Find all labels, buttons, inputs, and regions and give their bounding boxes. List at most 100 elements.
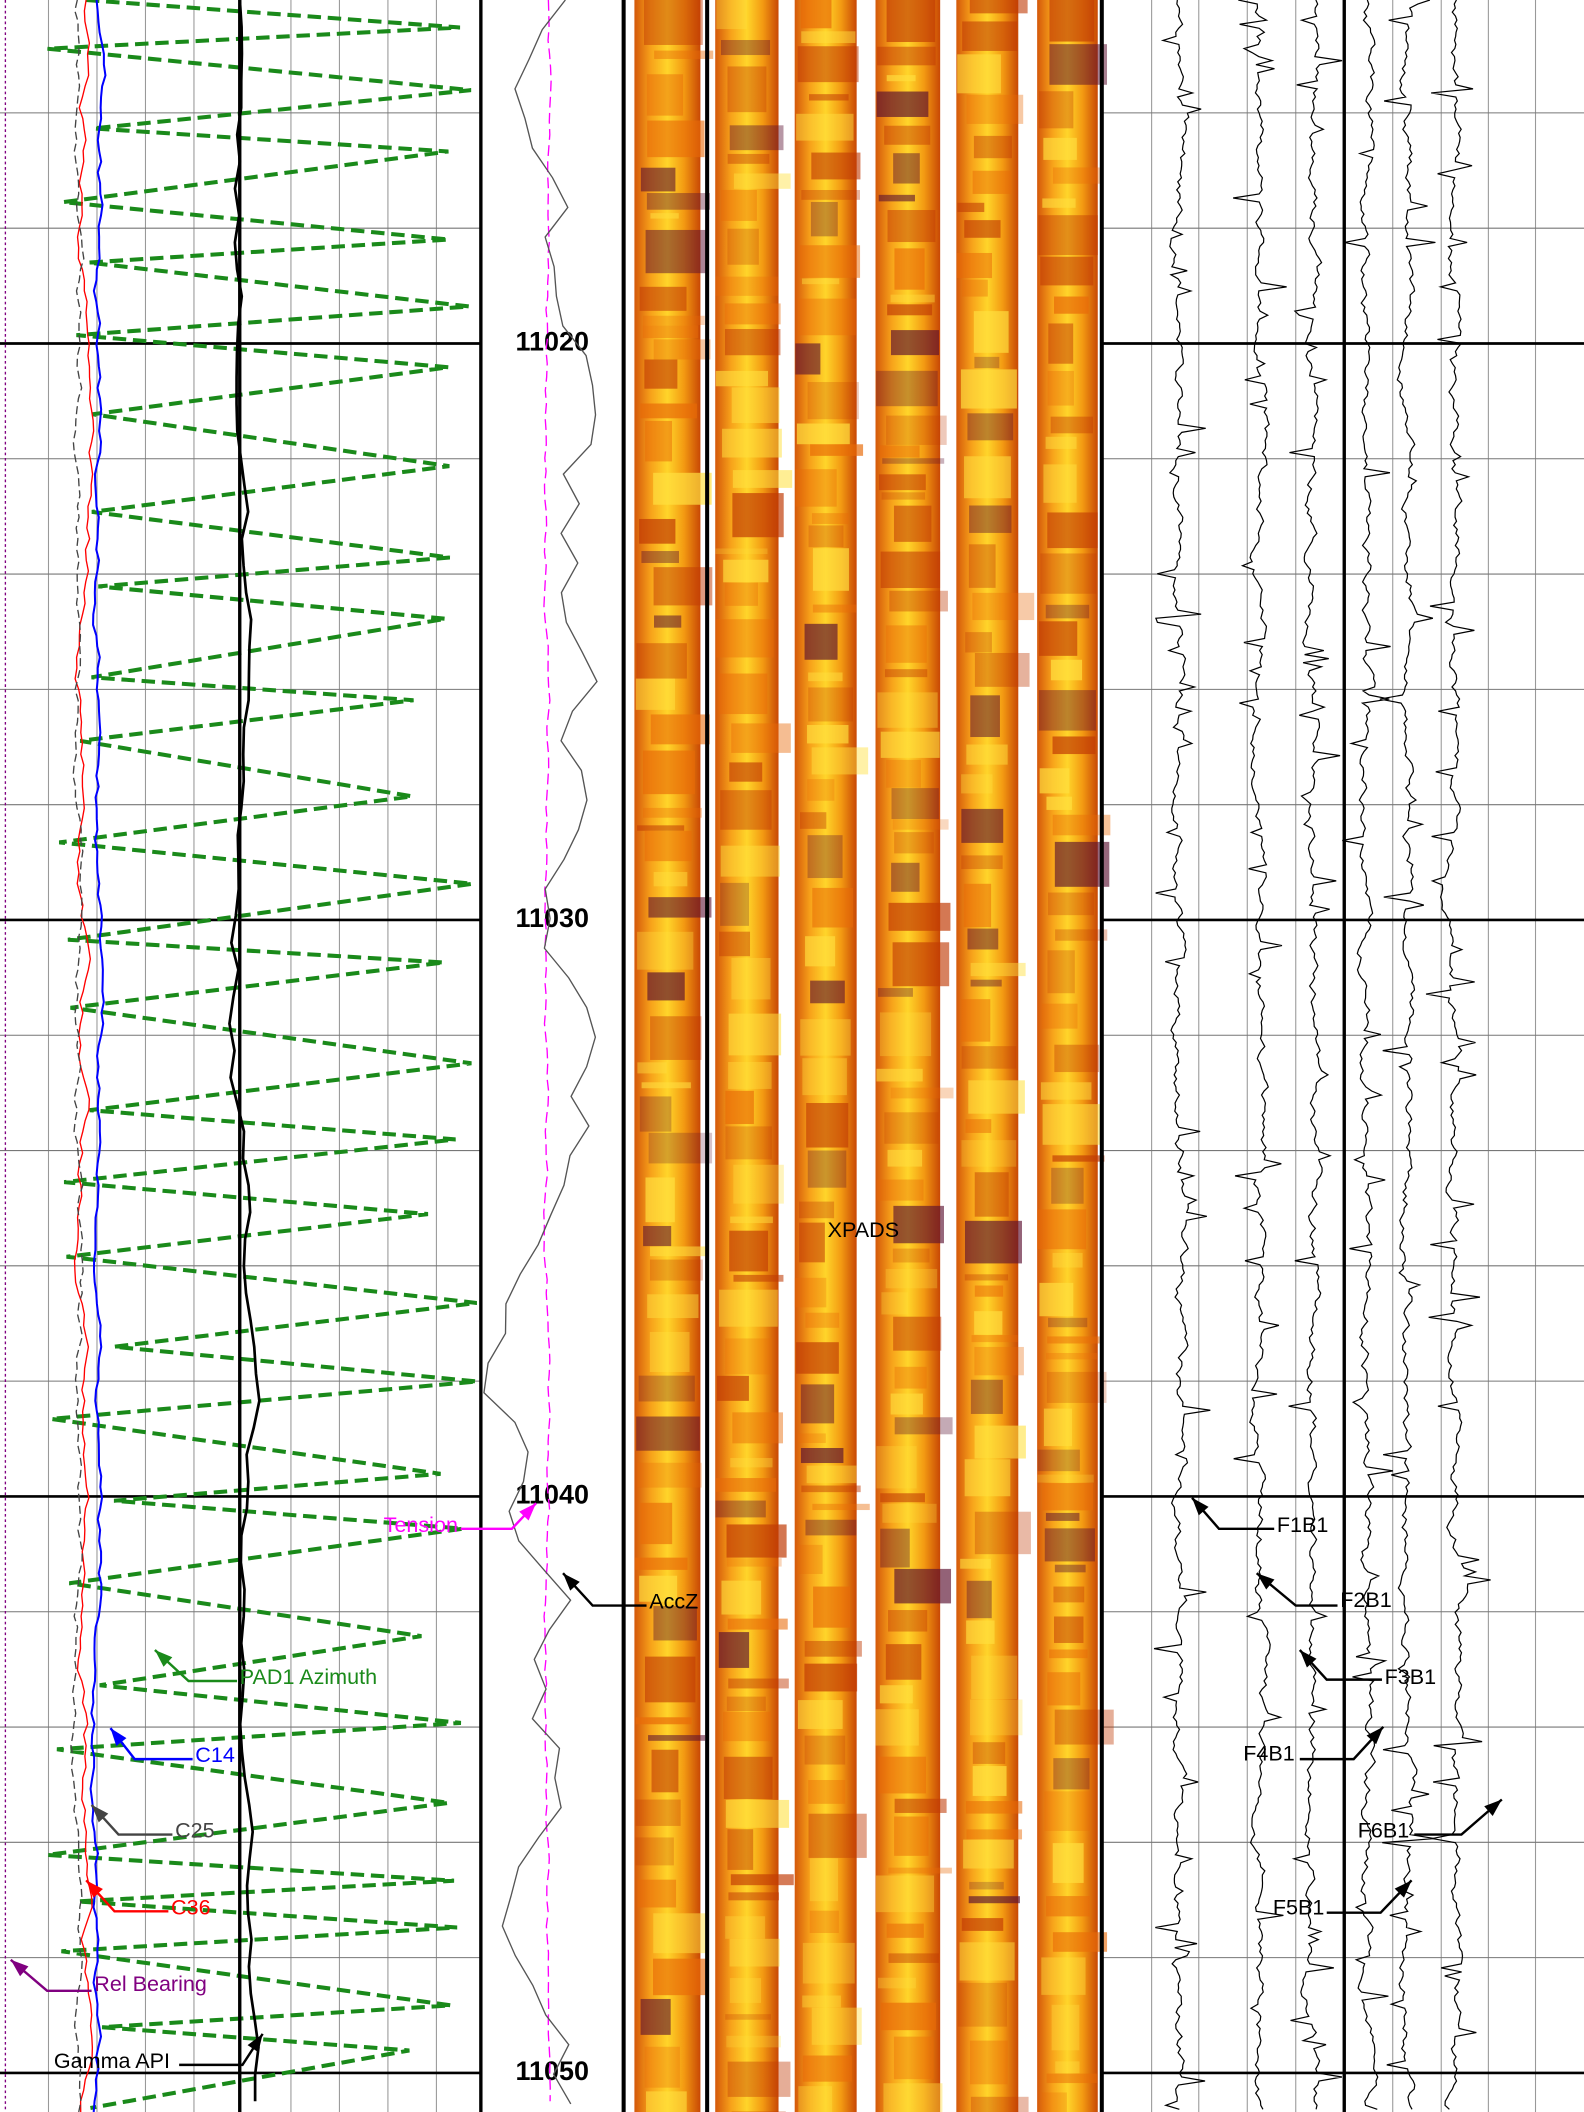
image-band [887, 304, 933, 316]
annotation-label: Tension [384, 1512, 458, 1537]
image-band [974, 1511, 1031, 1555]
image-band [974, 1425, 1026, 1459]
image-band [1047, 370, 1074, 406]
image-band [1053, 1758, 1090, 1790]
arrow-head [1394, 1880, 1412, 1898]
image-band [715, 370, 769, 387]
image-band [879, 1685, 913, 1704]
image-band [800, 1384, 835, 1424]
image-band [807, 382, 859, 420]
image-band [715, 1500, 766, 1518]
image-band [969, 1699, 1023, 1736]
image-band [806, 1103, 849, 1148]
image-band [1039, 621, 1078, 656]
annotation-arrow [1414, 1798, 1503, 1836]
image-band [806, 1465, 857, 1484]
image-band [718, 1289, 778, 1327]
image-band [654, 50, 714, 59]
image-band [636, 1416, 700, 1451]
image-band [812, 604, 857, 613]
image-band [970, 695, 1000, 738]
image-band [969, 1881, 1004, 1890]
image-band [728, 1678, 789, 1689]
image-band [875, 1875, 935, 1913]
image-band [642, 325, 699, 339]
image-band [1038, 215, 1098, 256]
image-band [795, 1342, 839, 1374]
image-band [882, 458, 945, 464]
image-band [971, 1655, 1018, 1700]
image-band [646, 74, 684, 116]
image-band [972, 592, 1035, 621]
image-band [725, 2014, 771, 2020]
image-band [728, 1013, 782, 1056]
image-band [1054, 1564, 1086, 1573]
image-band [1047, 1672, 1081, 1706]
image-band [733, 173, 791, 189]
image-band [893, 1316, 942, 1351]
image-band [650, 1016, 702, 1060]
depth-label: 11020 [516, 327, 589, 357]
image-band [894, 1816, 929, 1856]
image-band [1041, 1957, 1086, 1995]
image-band [878, 1756, 927, 1794]
image-band [1044, 1528, 1095, 1562]
image-band [878, 474, 926, 491]
image-band [1043, 1408, 1072, 1447]
image-band [959, 1942, 1015, 1981]
image-band [724, 329, 781, 356]
arrow-head [1192, 1497, 1209, 1516]
image-band [727, 228, 759, 265]
image-band [892, 942, 950, 987]
image-band [961, 808, 1004, 843]
image-band [811, 513, 849, 524]
image-band [718, 673, 768, 715]
image-band [729, 1978, 762, 2003]
image-band [810, 201, 838, 237]
image-band [957, 54, 1001, 94]
image-band [730, 1458, 773, 1468]
annotation-label: F5B1 [1273, 1894, 1325, 1919]
image-band [725, 1916, 766, 1939]
image-band [877, 46, 936, 66]
image-band [1055, 2061, 1080, 2074]
image-band [1041, 1003, 1078, 1029]
image-band [974, 1285, 1004, 1297]
image-band [728, 1892, 780, 1901]
image-band [732, 493, 784, 538]
annotation-label: C36 [171, 1894, 211, 1919]
image-band [1053, 1616, 1084, 1643]
image-band [804, 1735, 846, 1765]
image-band [1054, 1044, 1100, 1073]
image-band [731, 958, 771, 1000]
image-band [1037, 1474, 1094, 1483]
image-band [807, 1150, 847, 1188]
pad1-azimuth-curve [46, 0, 478, 2110]
image-band [639, 1575, 678, 1602]
image-band [885, 1644, 922, 1680]
image-band [888, 902, 951, 931]
image-band [646, 2091, 687, 2112]
image-band [804, 1640, 862, 1657]
image-band [876, 1068, 923, 1082]
image-band [887, 1149, 923, 1167]
image-band [969, 2040, 1008, 2085]
image-band [797, 1544, 823, 1574]
image-band [1046, 796, 1072, 810]
image-band [801, 1485, 861, 1493]
image-band [962, 279, 988, 297]
image-band [796, 423, 850, 445]
image-band [640, 1502, 673, 1545]
image-band [652, 1958, 708, 1996]
arrow-head [247, 2033, 263, 2053]
image-band [1041, 2092, 1067, 2112]
image-band [1043, 137, 1077, 160]
image-band [715, 1478, 776, 1492]
image-band [964, 220, 1001, 238]
image-band [967, 413, 1014, 441]
image-band [1038, 690, 1096, 731]
image-band [892, 819, 949, 830]
image-band [798, 2086, 833, 2112]
image-band [881, 1292, 908, 1315]
